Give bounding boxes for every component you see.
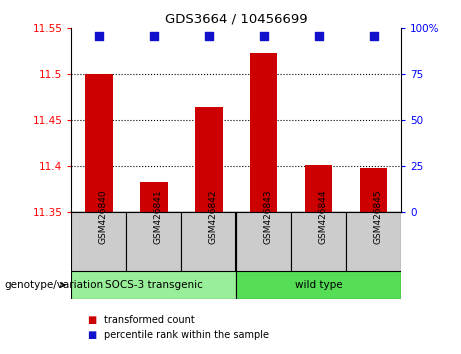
Title: GDS3664 / 10456699: GDS3664 / 10456699 — [165, 13, 307, 26]
Bar — [236, 271, 401, 299]
Text: GSM426840: GSM426840 — [99, 190, 108, 244]
Point — [150, 33, 158, 39]
Bar — [140, 182, 168, 212]
Text: transformed count: transformed count — [104, 315, 195, 325]
Text: wild type: wild type — [295, 280, 343, 290]
Bar — [71, 271, 236, 299]
Bar — [195, 107, 223, 212]
Bar — [305, 165, 332, 212]
Bar — [181, 212, 236, 271]
Bar — [346, 212, 401, 271]
Text: GSM426842: GSM426842 — [209, 190, 218, 244]
Bar — [250, 53, 278, 212]
Bar — [126, 212, 181, 271]
Bar — [236, 212, 291, 271]
Point — [95, 33, 103, 39]
Text: percentile rank within the sample: percentile rank within the sample — [104, 330, 269, 339]
Bar — [85, 74, 112, 212]
Bar — [71, 212, 126, 271]
Text: SOCS-3 transgenic: SOCS-3 transgenic — [105, 280, 203, 290]
Bar — [360, 168, 387, 212]
Text: GSM426841: GSM426841 — [154, 190, 163, 244]
Text: ■: ■ — [88, 330, 97, 339]
Point — [370, 33, 377, 39]
Text: GSM426845: GSM426845 — [373, 190, 383, 244]
Text: GSM426843: GSM426843 — [264, 190, 273, 244]
Text: genotype/variation: genotype/variation — [5, 280, 104, 290]
Point — [260, 33, 267, 39]
Point — [205, 33, 213, 39]
Text: GSM426844: GSM426844 — [319, 190, 328, 244]
Point — [315, 33, 322, 39]
Bar — [291, 212, 346, 271]
Text: ■: ■ — [88, 315, 97, 325]
